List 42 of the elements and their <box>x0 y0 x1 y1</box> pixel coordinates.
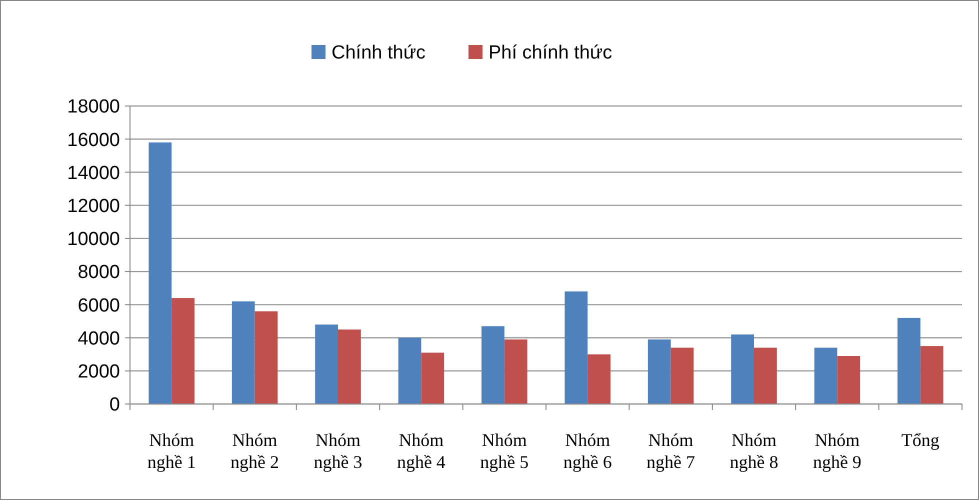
bar <box>670 348 694 404</box>
x-tick-label: Nhóm nghề 4 <box>396 430 446 472</box>
legend-label: Phí chính thức <box>488 42 612 64</box>
y-tick-label: 6000 <box>78 295 120 316</box>
y-tick-label: 0 <box>109 394 120 416</box>
x-tick-label: Nhóm nghề 1 <box>147 430 196 472</box>
bar <box>898 318 920 404</box>
bar <box>315 324 338 404</box>
x-tick-label: Nhóm nghề 9 <box>812 430 862 472</box>
bar <box>254 311 278 404</box>
y-tick-label: 14000 <box>67 162 120 184</box>
bar <box>648 339 671 404</box>
bar <box>398 338 422 404</box>
bar <box>564 291 588 404</box>
x-tick-label: Tổng <box>901 430 940 450</box>
bar <box>421 352 444 404</box>
bar <box>837 356 860 404</box>
bar <box>338 330 361 404</box>
x-tick-label: Nhóm nghề 2 <box>230 430 280 472</box>
y-tick-label: 8000 <box>78 262 120 284</box>
bar <box>920 346 944 404</box>
bar <box>814 348 838 404</box>
x-tick-label: Nhóm nghề 6 <box>563 430 612 472</box>
y-tick-label: 10000 <box>67 229 120 250</box>
y-tick-label: 2000 <box>78 362 120 383</box>
x-tick-label: Nhóm nghề 7 <box>646 430 696 472</box>
bar <box>588 354 610 404</box>
bar <box>172 298 194 404</box>
bar <box>232 301 255 404</box>
bar <box>482 326 504 404</box>
legend-label: Chính thức <box>332 42 426 64</box>
y-tick-label: 4000 <box>78 328 120 350</box>
x-tick-label: Nhóm nghề 3 <box>314 430 362 472</box>
y-tick-label: 18000 <box>67 96 120 118</box>
bar <box>148 142 172 404</box>
bar <box>731 334 754 404</box>
x-tick-label: Nhóm nghề 8 <box>730 430 778 472</box>
bar <box>754 348 777 404</box>
bar <box>504 339 528 404</box>
y-tick-label: 12000 <box>67 196 120 217</box>
y-tick-label: 16000 <box>67 130 120 151</box>
x-tick-label: Nhóm nghề 5 <box>480 430 529 472</box>
